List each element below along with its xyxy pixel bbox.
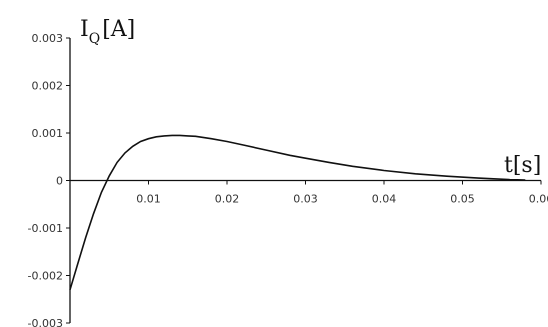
x-axis-title: t[s] — [504, 153, 541, 178]
x-tick-label: 0.05 — [450, 193, 475, 206]
y-tick-label: -0.001 — [28, 222, 63, 235]
x-tick-label: 0.03 — [293, 193, 318, 206]
y-tick-label: 0.001 — [32, 127, 64, 140]
x-tick-label: 0.02 — [215, 193, 240, 206]
series-line — [69, 134, 526, 291]
x-tick-label: 0.06 — [529, 193, 548, 206]
y-axis-title-main: I — [80, 17, 89, 42]
y-tick-label: 0.003 — [32, 32, 64, 45]
y-axis-title-subscript: Q — [89, 31, 100, 47]
x-axis-ticks: 0.01 0.02 0.03 0.04 0.05 0.06 — [136, 180, 548, 206]
y-tick-label: -0.003 — [28, 317, 63, 327]
y-tick-label: 0 — [56, 175, 63, 188]
x-tick-label: 0.01 — [136, 193, 161, 206]
y-tick-label: -0.002 — [28, 270, 63, 283]
x-tick-label: 0.04 — [372, 193, 397, 206]
y-axis-ticks: 0.003 0.002 0.001 0 -0.001 -0.002 -0.003 — [28, 32, 70, 327]
y-axis-title: IQ[A] — [80, 17, 135, 47]
y-axis-title-unit: [A] — [102, 17, 135, 42]
y-tick-label: 0.002 — [32, 80, 64, 93]
